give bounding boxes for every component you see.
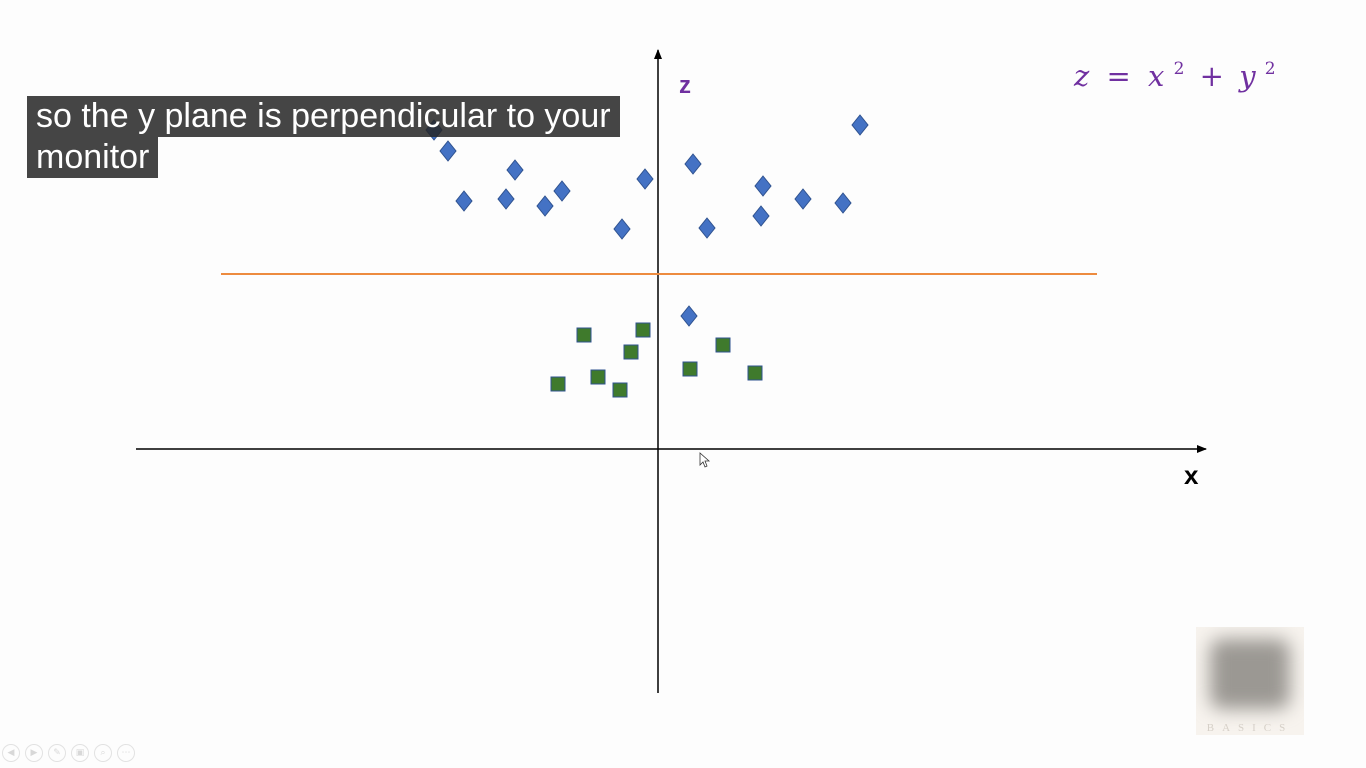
slide-controls: ◀ ▶ ✎ ▣ ⌕ ⋯ bbox=[2, 744, 135, 762]
square-marker bbox=[590, 369, 606, 385]
square-marker bbox=[550, 376, 566, 392]
logo-watermark: BASICS bbox=[1196, 627, 1304, 735]
more-icon[interactable]: ⋯ bbox=[117, 744, 135, 762]
square-markers bbox=[550, 322, 763, 398]
z-axis-label: z bbox=[679, 72, 691, 99]
play-icon[interactable]: ▶ bbox=[25, 744, 43, 762]
diamond-marker bbox=[497, 188, 515, 210]
diamond-marker bbox=[752, 205, 770, 227]
square-marker bbox=[747, 365, 763, 381]
diamond-markers bbox=[425, 114, 869, 327]
slides-icon[interactable]: ▣ bbox=[71, 744, 89, 762]
diamond-marker bbox=[439, 140, 457, 162]
mouse-cursor-icon bbox=[699, 452, 711, 468]
subtitle-caption: so the y plane is perpendicular to your … bbox=[27, 96, 620, 178]
diamond-marker bbox=[613, 218, 631, 240]
caption-line-2: monitor bbox=[27, 137, 159, 178]
diamond-marker bbox=[834, 192, 852, 214]
zoom-icon[interactable]: ⌕ bbox=[94, 744, 112, 762]
square-marker bbox=[635, 322, 651, 338]
caption-line-1: so the y plane is perpendicular to your bbox=[27, 96, 620, 137]
square-marker bbox=[612, 382, 628, 398]
equation: z = x 2 + y 2 bbox=[1073, 47, 1276, 93]
diamond-marker bbox=[536, 195, 554, 217]
square-marker bbox=[576, 327, 592, 343]
diamond-marker bbox=[455, 190, 473, 212]
pen-icon[interactable]: ✎ bbox=[48, 744, 66, 762]
square-marker bbox=[682, 361, 698, 377]
diamond-marker bbox=[851, 114, 869, 136]
diamond-marker bbox=[636, 168, 654, 190]
square-marker bbox=[715, 337, 731, 353]
diamond-marker bbox=[698, 217, 716, 239]
logo-text: BASICS bbox=[1206, 722, 1294, 734]
diamond-marker bbox=[684, 153, 702, 175]
diamond-marker bbox=[794, 188, 812, 210]
x-axis-label: x bbox=[1184, 460, 1199, 490]
diamond-marker bbox=[754, 175, 772, 197]
diamond-marker bbox=[680, 305, 698, 327]
previous-icon[interactable]: ◀ bbox=[2, 744, 20, 762]
diamond-marker bbox=[553, 180, 571, 202]
logo-image bbox=[1210, 639, 1290, 709]
square-marker bbox=[623, 344, 639, 360]
diamond-marker bbox=[506, 159, 524, 181]
